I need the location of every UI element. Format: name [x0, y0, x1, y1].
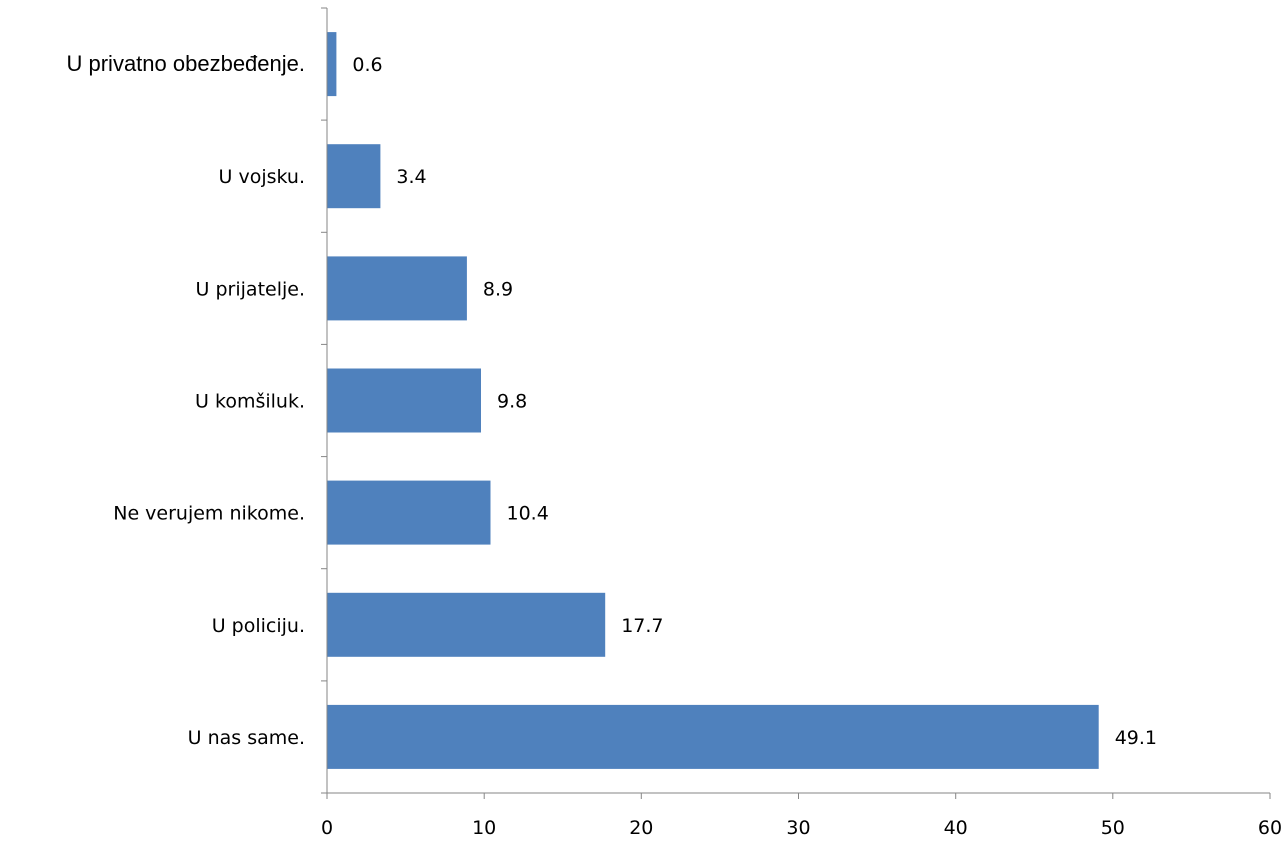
bar-5	[327, 480, 491, 545]
category-label: U policiju.	[212, 615, 305, 637]
x-tick-label: 20	[629, 817, 653, 839]
x-tick-label: 60	[1258, 817, 1282, 839]
bar-7	[327, 704, 1099, 769]
x-tick-label: 10	[472, 817, 496, 839]
x-tick-label: 40	[944, 817, 968, 839]
data-label: 49.1	[1115, 727, 1157, 749]
category-label: U komšiluk.	[195, 391, 305, 413]
category-label: U nas same.	[188, 727, 305, 749]
bar-1	[327, 32, 337, 97]
bar-4	[327, 368, 481, 433]
data-label: 3.4	[396, 166, 426, 188]
category-label: U prijatelje.	[196, 278, 305, 300]
category-label: U vojsku.	[219, 166, 306, 188]
labels-layer: U privatno obezbeđenje. 0.6 U vojsku. 3.4 U …	[67, 51, 1283, 839]
data-label: 8.9	[483, 278, 513, 300]
bar-3	[327, 256, 467, 321]
x-tick-label: 50	[1101, 817, 1125, 839]
data-label: 0.6	[352, 54, 382, 76]
x-tick-label: 0	[321, 817, 333, 839]
data-label: 9.8	[497, 391, 527, 413]
category-label: U privatno obezbeđenje.	[67, 51, 306, 76]
bar-6	[327, 592, 606, 657]
category-label: Ne verujem nikome.	[113, 503, 305, 525]
x-tick-label: 30	[786, 817, 810, 839]
data-label: 17.7	[621, 615, 663, 637]
bar-2	[327, 144, 381, 209]
bars-layer	[327, 32, 1099, 769]
axes-layer	[321, 7, 1271, 799]
data-label: 10.4	[507, 503, 549, 525]
